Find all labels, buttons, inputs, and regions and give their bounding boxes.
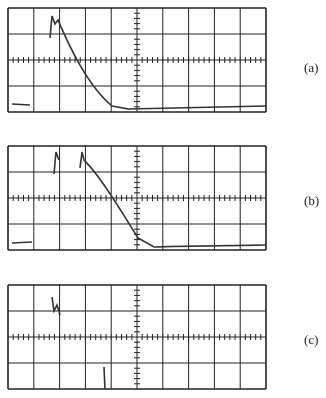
panel-c xyxy=(8,285,266,389)
panel-label: (a) xyxy=(304,60,318,75)
panel-label: (b) xyxy=(304,193,319,208)
panel-b xyxy=(8,146,266,250)
panel-a xyxy=(8,8,266,112)
panel-label: (c) xyxy=(304,332,318,347)
trace xyxy=(12,16,266,109)
figure: (a) (b) (c) xyxy=(0,0,326,398)
trace xyxy=(12,152,266,247)
scope-figure: (a) (b) (c) xyxy=(0,0,326,398)
